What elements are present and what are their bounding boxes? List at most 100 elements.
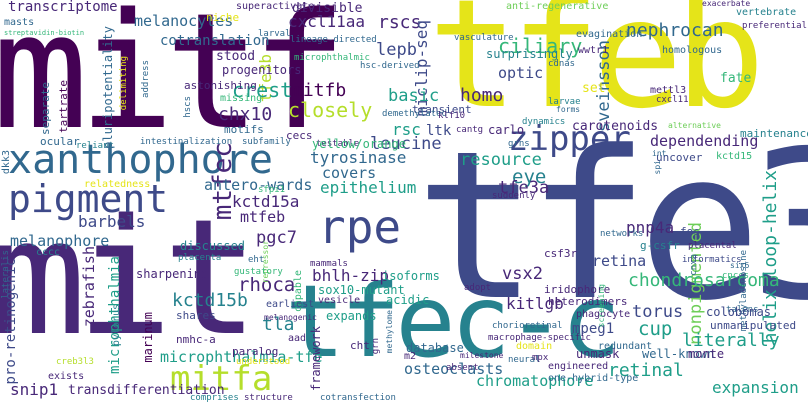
word: well-known <box>642 347 715 361</box>
word: m2 <box>404 351 417 362</box>
word: zebrafish <box>80 246 98 328</box>
word: six6 <box>730 261 750 270</box>
word: covers <box>322 164 377 182</box>
word: progenitors <box>222 63 302 77</box>
word: screening <box>597 284 606 328</box>
word: acidic <box>386 293 430 307</box>
word: barbels <box>78 212 146 231</box>
word: transient <box>412 103 472 116</box>
word: cdnas <box>548 59 576 69</box>
word: vertebrate <box>736 7 797 18</box>
word: aad <box>288 333 307 344</box>
word: retina <box>592 252 647 270</box>
word: torus <box>632 302 684 322</box>
word: dependending <box>650 132 759 150</box>
word: csf3r <box>544 247 578 260</box>
word: cnccs <box>722 271 750 281</box>
word: carotenoids <box>572 119 659 134</box>
word: ltk <box>426 123 452 139</box>
word: engineered <box>548 361 609 372</box>
word: pgc7 <box>256 228 297 248</box>
word: crest <box>232 78 293 102</box>
word: tla <box>262 314 295 335</box>
word: mpeg1 <box>572 321 615 337</box>
word: heterodimers <box>548 295 628 308</box>
word: superactivate <box>236 1 315 12</box>
word: leucine <box>370 134 442 154</box>
word: lineage-directed <box>290 35 377 45</box>
word: macrophage-specific <box>488 333 591 343</box>
word: basic <box>388 86 440 106</box>
word: lepb <box>376 40 417 60</box>
word: iridophore <box>544 283 611 296</box>
word: comprises <box>190 393 239 403</box>
word: nmhc-a <box>176 333 216 346</box>
word: suddenly <box>492 191 536 201</box>
word: kctd15 <box>716 151 753 162</box>
word: uncover <box>656 151 703 164</box>
word: colobomas <box>706 305 772 319</box>
word: hsc-derived <box>360 61 420 71</box>
word: spi <box>653 160 662 175</box>
word: expands <box>326 309 377 323</box>
word: mpx <box>532 353 549 363</box>
word: pylorus <box>111 304 122 347</box>
word: fos <box>680 225 700 238</box>
word: intestinalization <box>140 137 233 147</box>
word: isoforms <box>382 269 440 283</box>
word: talens <box>726 305 759 315</box>
word: demethylated <box>382 109 448 119</box>
word: missing <box>220 93 263 104</box>
word: pnp4a <box>626 218 675 237</box>
word: larval <box>258 29 291 39</box>
word: database <box>406 341 464 355</box>
word: networks <box>600 229 644 239</box>
word: tfeb <box>428 0 765 142</box>
word: one-hybrid-type <box>548 373 639 384</box>
word: xanthophore <box>8 137 273 183</box>
word: unmask <box>576 347 620 361</box>
word: microphthalmia-tfe <box>160 348 323 366</box>
word: sfpi1 <box>258 185 286 195</box>
word: ciliary <box>498 34 583 58</box>
word: stood <box>216 49 256 64</box>
word: cxcl11aa <box>288 12 366 31</box>
word: placental <box>688 241 737 251</box>
word: rscs <box>378 12 422 33</box>
word: forms <box>556 105 581 114</box>
word: cecs <box>286 129 313 142</box>
word: creb3l3 <box>56 357 94 367</box>
word: ocular <box>40 135 80 148</box>
word: evagination <box>576 29 643 40</box>
word: neural <box>508 355 541 365</box>
word: unmanipulated <box>710 319 797 332</box>
word: mtfeb <box>240 208 286 226</box>
word: grn <box>371 338 381 355</box>
word: cotranslation <box>160 33 270 49</box>
word: redundant <box>598 341 653 352</box>
word: larvae <box>548 97 581 107</box>
word: address <box>141 60 151 98</box>
word: exists <box>48 371 85 382</box>
word: tfec-c <box>285 263 621 380</box>
word: optic <box>498 64 544 82</box>
word: melanocytes <box>134 12 234 30</box>
word: dynamics <box>522 117 566 127</box>
word: chorioretinal <box>492 321 563 331</box>
word: cccc <box>36 247 61 258</box>
word: phagocyte <box>576 309 631 320</box>
word: astonishing <box>184 79 257 92</box>
word: microphthalmic <box>294 53 370 63</box>
word: int <box>652 149 667 158</box>
word: separate <box>39 82 52 135</box>
word: monte <box>688 347 725 361</box>
word: vasculature <box>454 33 514 43</box>
word: chx10 <box>218 104 273 125</box>
word: bhlh-zip <box>312 266 390 285</box>
word: fate <box>720 71 752 86</box>
word: carlo <box>488 123 525 137</box>
word: kctd15b <box>172 290 248 311</box>
word: mammals <box>310 259 348 269</box>
word: osteoclasts <box>404 360 504 378</box>
